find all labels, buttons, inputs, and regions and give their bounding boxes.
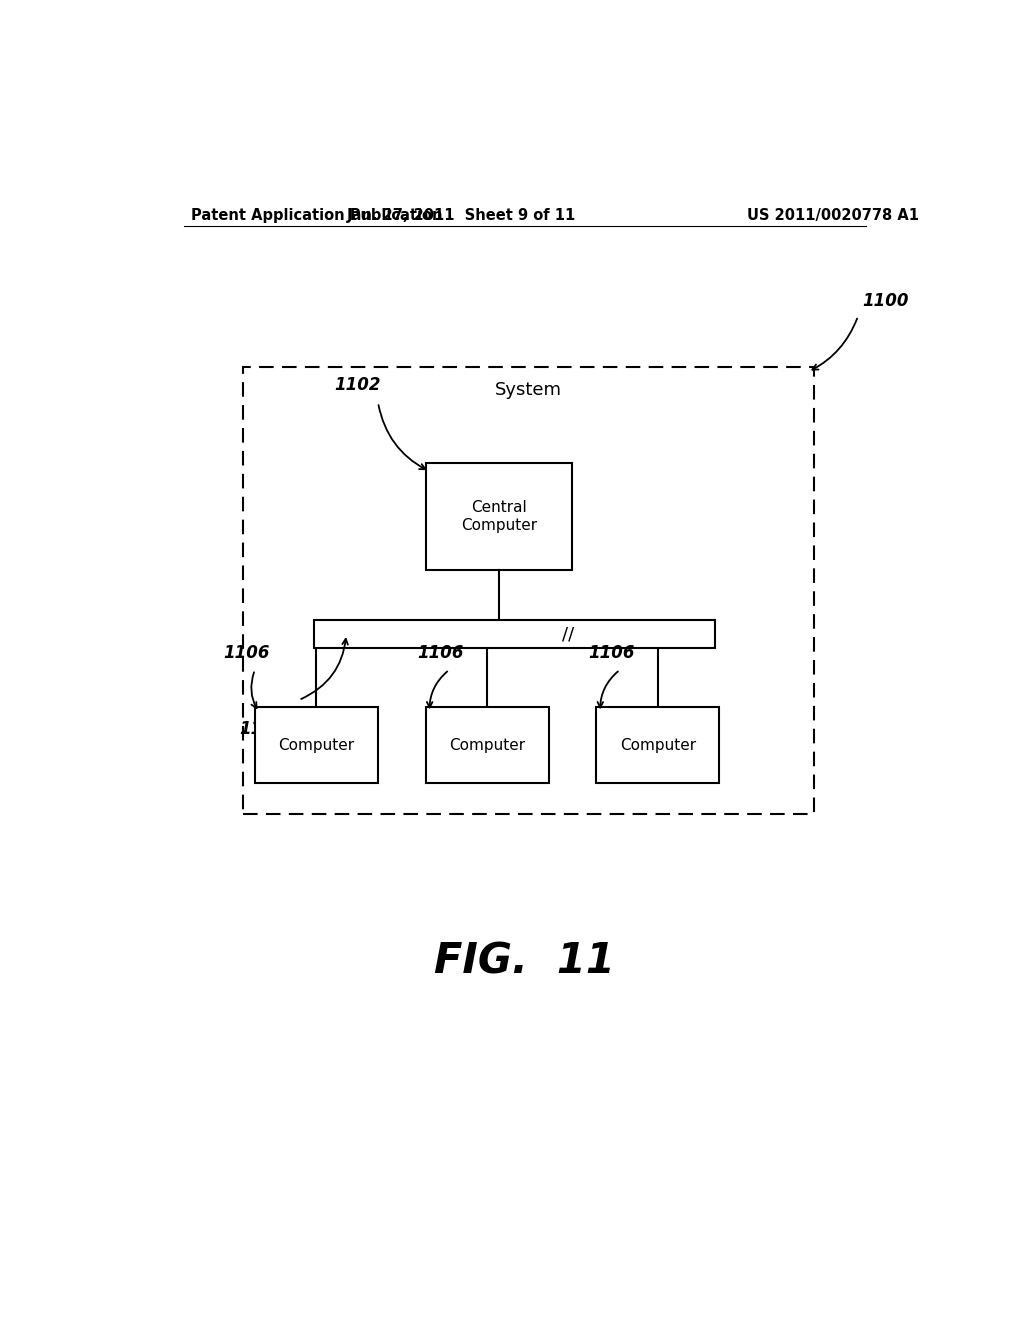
Bar — [243, 367, 814, 814]
Text: 1104: 1104 — [239, 721, 286, 738]
Bar — [426, 708, 549, 784]
Text: FIG.  11: FIG. 11 — [434, 940, 615, 982]
Bar — [255, 708, 378, 784]
Text: Patent Application Publication: Patent Application Publication — [191, 207, 443, 223]
Text: //: // — [561, 626, 573, 643]
Text: 1106: 1106 — [418, 644, 464, 661]
Text: 1106: 1106 — [588, 644, 635, 661]
Text: Jan. 27, 2011  Sheet 9 of 11: Jan. 27, 2011 Sheet 9 of 11 — [347, 207, 575, 223]
Bar — [426, 463, 572, 570]
Text: Computer: Computer — [279, 738, 354, 752]
Text: US 2011/0020778 A1: US 2011/0020778 A1 — [748, 207, 919, 223]
Text: Computer: Computer — [620, 738, 695, 752]
Text: Computer: Computer — [450, 738, 525, 752]
Text: 1100: 1100 — [862, 292, 908, 310]
Text: Central
Computer: Central Computer — [461, 500, 537, 533]
Text: System: System — [496, 381, 562, 399]
Text: 1106: 1106 — [223, 644, 269, 661]
Bar — [596, 708, 719, 784]
Text: 1102: 1102 — [334, 376, 381, 395]
Bar — [314, 620, 715, 648]
